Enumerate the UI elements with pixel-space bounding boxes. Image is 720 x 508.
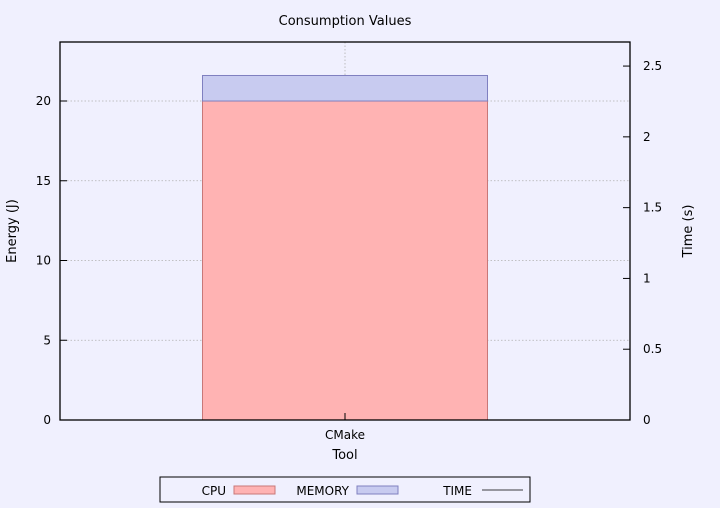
y2-tick-label: 0 <box>643 413 651 427</box>
legend: CPU MEMORY TIME <box>159 476 531 503</box>
y-tick-label: 5 <box>43 333 51 347</box>
x-axis-ticks: CMake <box>325 413 365 442</box>
y2-tick-label: 0.5 <box>643 342 662 356</box>
bars <box>202 74 488 421</box>
legend-label-memory: MEMORY <box>296 484 349 498</box>
y2-tick-label: 2.5 <box>643 59 662 73</box>
y2-tick-label: 1 <box>643 271 651 285</box>
legend-swatch-memory <box>356 485 399 495</box>
y-axis-ticks: 0 5 10 15 20 <box>36 94 67 427</box>
bar-cpu <box>202 100 488 421</box>
legend-label-cpu: CPU <box>202 484 226 498</box>
legend-box <box>159 476 531 503</box>
x-tick-label: CMake <box>325 428 365 442</box>
chart-title: Consumption Values <box>279 14 412 29</box>
y-tick-label: 0 <box>43 413 51 427</box>
y-axis-label: Energy (J) <box>5 199 20 263</box>
y-tick-label: 10 <box>36 254 51 268</box>
y-tick-label: 20 <box>36 94 51 108</box>
x-axis-label: Tool <box>331 448 357 463</box>
legend-swatch-cpu <box>233 485 276 495</box>
legend-label-time: TIME <box>442 484 472 498</box>
y2-axis-label: Time (s) <box>681 205 696 259</box>
y-tick-label: 15 <box>36 174 51 188</box>
y2-axis-ticks: 0 0.5 1 1.5 2 2.5 <box>623 59 662 427</box>
y2-tick-label: 1.5 <box>643 201 662 215</box>
bar-memory <box>202 74 488 102</box>
y2-tick-label: 2 <box>643 130 651 144</box>
